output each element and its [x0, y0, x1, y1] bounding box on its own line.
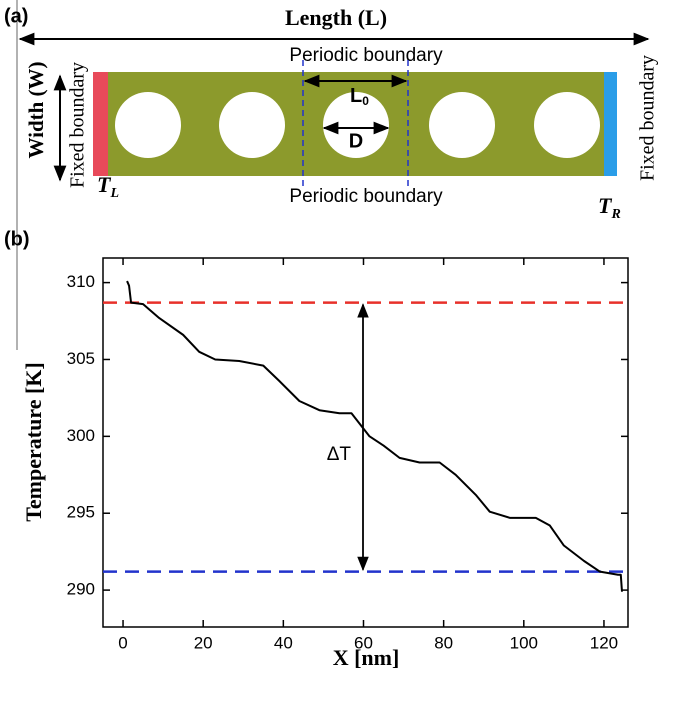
t-symbol: T: [598, 193, 613, 218]
x-tick-label: 60: [354, 633, 373, 652]
pore: [429, 92, 495, 158]
plot: 0 20 40 60 80 100 120 290 295 300 305 310 ΔT: [67, 257, 629, 652]
period-subscript: 0: [362, 94, 369, 108]
pore: [219, 92, 285, 158]
delta-label: ΔT: [327, 444, 352, 465]
width-label: Width (W): [24, 61, 48, 158]
panel-label: (a): [4, 5, 28, 27]
x-axis-title: X [nm]: [333, 645, 400, 670]
y-tick-label: 305: [67, 349, 95, 368]
t-right: TR: [598, 193, 621, 222]
x-tick-label: 80: [434, 633, 453, 652]
y-axis-title: Temperature [K]: [21, 362, 46, 521]
t-subscript: R: [610, 207, 620, 222]
periodic-label: Periodic boundary: [289, 45, 443, 66]
y-tick-label: 310: [67, 272, 95, 291]
pore: [534, 92, 600, 158]
x-tick-label: 40: [274, 633, 293, 652]
diameter-label: D: [349, 130, 363, 152]
x-tick-label: 0: [118, 633, 127, 652]
period-label: L0: [350, 85, 369, 108]
fixed-label: Fixed boundary: [637, 55, 659, 181]
x-tick-label: 100: [510, 633, 538, 652]
y-tick-label: 290: [67, 580, 95, 599]
x-tick-label: 120: [590, 633, 618, 652]
t-subscript: L: [109, 186, 119, 201]
periodic-label: Periodic boundary: [289, 186, 443, 207]
y-tick-label: 295: [67, 503, 95, 522]
hot-bath: [93, 72, 108, 176]
cold-bath: [604, 72, 617, 176]
t-symbol: T: [97, 172, 112, 197]
plot-frame: [102, 257, 629, 628]
panel-label: (b): [4, 228, 30, 250]
t-left: TL: [97, 172, 119, 201]
pore: [115, 92, 181, 158]
fixed-label: Fixed boundary: [67, 62, 89, 188]
length-label: Length (L): [285, 5, 387, 30]
data-line: [126, 280, 623, 592]
x-tick-label: 20: [194, 633, 213, 652]
period-symbol: L: [350, 85, 362, 107]
y-tick-label: 300: [67, 426, 95, 445]
